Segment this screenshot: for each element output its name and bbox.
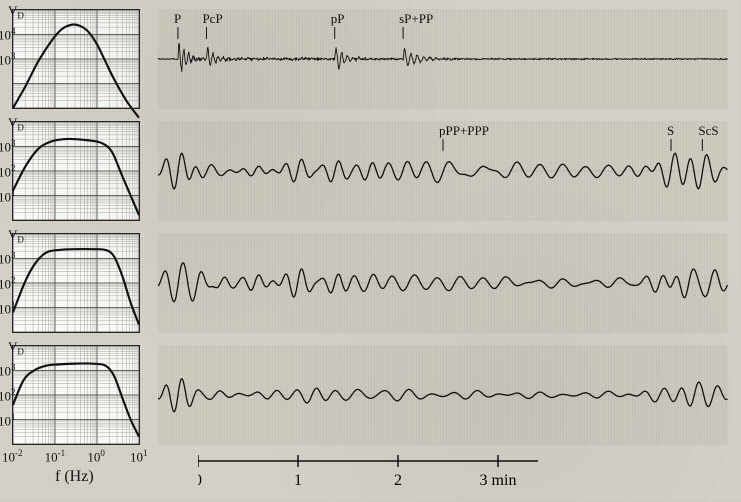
phase-label-pPP-PPP: pPP+PPP [439,123,489,139]
seismogram-figure: VD104103PPcPpPsP+PPVD103102101pPP+PPPSSc… [0,0,741,502]
y-axis-label: VD [8,3,24,21]
response-x-tick: 101 [130,448,148,465]
y-tick-label: 103 [0,138,16,155]
y-tick-label: 101 [0,188,16,205]
response-plot-0 [12,9,140,109]
y-tick-label: 102 [0,275,16,292]
y-tick-label: 101 [0,412,16,429]
y-tick-label: 103 [0,362,16,379]
row-0: VD 104 103 P PcP pP sP+PP [0,4,741,114]
response-x-tick: 100 [87,448,105,465]
phase-label-sP-PP: sP+PP [399,11,433,27]
y-tick-label: 103 [0,51,16,68]
response-plot-2 [12,233,140,333]
phase-label-pP: pP [331,11,345,27]
row-3: VD 103 102 101 [0,340,741,450]
row-2: VD 103 102 101 [0,228,741,338]
time-tick-label: 0 [198,472,202,489]
phase-label-PcP: PcP [202,11,222,27]
y-tick-label: 104 [0,26,16,43]
y-tick-label: 102 [0,387,16,404]
row-1: VD 103 102 101 pPP+PPP S ScS [0,116,741,226]
phase-label-ScS: ScS [698,123,718,139]
time-tick-label: 2 [394,472,402,489]
time-axis: 0 1 2 3 min [198,455,598,495]
response-plot-3 [12,345,140,445]
y-tick-label: 102 [0,163,16,180]
time-tick-label: 3 min [480,472,517,489]
response-x-tick: 10-1 [45,448,66,465]
seismogram-0 [158,9,728,109]
y-tick-label: 103 [0,250,16,267]
response-plot-1 [12,121,140,221]
seismogram-2 [158,233,728,333]
time-tick-label: 1 [294,472,302,489]
response-x-tick: 10-2 [2,448,23,465]
response-x-label: f (Hz) [55,468,94,486]
seismogram-3 [158,345,728,445]
phase-label-P: P [174,11,181,27]
y-tick-label: 101 [0,300,16,317]
phase-label-S: S [667,123,674,139]
y-axis-label: VD [8,115,24,133]
y-axis-label: VD [8,339,24,357]
y-axis-label: VD [8,227,24,245]
